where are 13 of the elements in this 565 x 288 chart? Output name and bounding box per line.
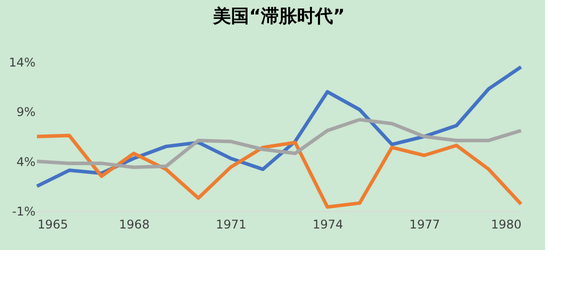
x-tick-label: 1971 [216,218,246,232]
chart-title: 美国“滞胀时代” [212,6,345,27]
y-tick-label: 4% [16,154,36,169]
x-tick-label: 1974 [312,218,344,232]
x-tick-label: 1980 [490,218,522,232]
line-series [35,118,523,170]
line-series [35,134,523,209]
x-tick-label: 1965 [38,218,68,232]
y-tick-label: 14% [8,56,36,70]
y-tick-label: -1% [12,204,36,218]
x-tick-label: 1968 [119,218,150,232]
y-tick-label: 9% [16,105,36,120]
x-tick-label: 1977 [409,218,440,232]
